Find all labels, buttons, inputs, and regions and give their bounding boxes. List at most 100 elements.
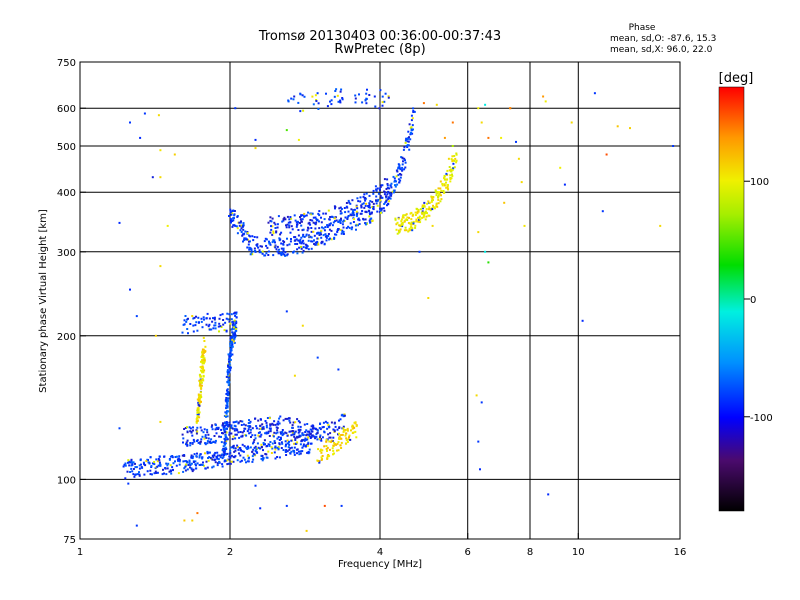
- data-point: [328, 448, 331, 451]
- data-point: [356, 211, 359, 214]
- data-point: [364, 222, 367, 225]
- data-point: [201, 359, 204, 362]
- data-point: [127, 459, 130, 462]
- data-point: [327, 209, 330, 212]
- data-point: [203, 369, 206, 372]
- data-point: [347, 199, 350, 202]
- data-point: [153, 461, 156, 463]
- data-point: [398, 230, 401, 233]
- data-point: [223, 426, 225, 429]
- data-point: [323, 445, 326, 448]
- data-point: [377, 198, 380, 201]
- data-point: [198, 411, 201, 414]
- data-point: [206, 431, 209, 434]
- data-point: [452, 162, 455, 165]
- data-point: [174, 460, 176, 463]
- data-point: [323, 431, 326, 434]
- data-point: [241, 434, 244, 437]
- data-point: [226, 402, 229, 405]
- data-point: [277, 252, 280, 255]
- data-point: [344, 429, 347, 431]
- data-point: [226, 398, 229, 401]
- data-point: [229, 358, 232, 361]
- data-point: [189, 464, 192, 466]
- data-point: [327, 454, 330, 456]
- data-point: [227, 425, 229, 428]
- data-point: [410, 218, 413, 221]
- data-point: [190, 468, 193, 471]
- data-point: [274, 223, 277, 226]
- data-point: [402, 214, 405, 217]
- data-point: [327, 423, 330, 426]
- data-point: [284, 218, 287, 221]
- data-point: [192, 468, 195, 471]
- data-point: [261, 459, 264, 462]
- data-point: [272, 230, 275, 233]
- data-point: [342, 226, 345, 229]
- data-point: [431, 224, 434, 227]
- data-point: [242, 456, 245, 459]
- data-point: [218, 322, 221, 325]
- data-point: [193, 440, 196, 443]
- data-point: [202, 366, 205, 369]
- data-point: [417, 208, 420, 211]
- data-point: [480, 401, 483, 404]
- data-point: [233, 210, 236, 212]
- data-point: [243, 232, 246, 235]
- data-point: [226, 373, 229, 376]
- data-point: [213, 454, 216, 457]
- data-point: [334, 90, 337, 92]
- data-point: [475, 394, 478, 397]
- data-point: [341, 97, 344, 99]
- data-point: [403, 157, 406, 160]
- data-point: [320, 233, 322, 236]
- data-point: [509, 107, 512, 110]
- data-point: [351, 212, 354, 215]
- data-point: [341, 98, 344, 101]
- data-point: [379, 209, 382, 212]
- data-point: [328, 228, 331, 231]
- data-point: [400, 173, 403, 176]
- data-point: [263, 439, 266, 442]
- data-point: [401, 156, 404, 159]
- data-point: [240, 227, 243, 230]
- data-point: [132, 473, 135, 476]
- data-point: [207, 457, 209, 459]
- data-point: [196, 420, 199, 422]
- data-point: [280, 432, 282, 435]
- data-point: [247, 445, 249, 448]
- data-point: [227, 364, 230, 367]
- data-point: [251, 427, 254, 430]
- data-point: [302, 239, 305, 242]
- data-point: [249, 425, 252, 428]
- data-point: [351, 432, 354, 434]
- data-point: [396, 232, 399, 235]
- data-point: [265, 426, 268, 429]
- data-point: [297, 425, 300, 428]
- data-point: [215, 432, 218, 435]
- data-point: [398, 167, 401, 170]
- data-point: [405, 218, 408, 221]
- data-point: [296, 252, 299, 255]
- data-point: [181, 331, 184, 334]
- data-point: [339, 219, 342, 222]
- data-point: [290, 446, 293, 449]
- data-point: [231, 323, 234, 326]
- data-point: [260, 418, 262, 421]
- data-point: [206, 440, 209, 443]
- data-point: [188, 462, 191, 465]
- data-point: [202, 461, 204, 464]
- data-point: [276, 437, 279, 440]
- data-point: [281, 220, 284, 223]
- data-point: [330, 421, 333, 424]
- data-point: [265, 244, 268, 247]
- data-point: [388, 187, 391, 190]
- data-point: [339, 101, 342, 104]
- data-point: [252, 239, 255, 242]
- x-tick-label: 2: [227, 547, 233, 558]
- data-point: [205, 317, 208, 320]
- data-point: [295, 225, 298, 228]
- data-point: [198, 404, 201, 407]
- data-point: [325, 92, 327, 95]
